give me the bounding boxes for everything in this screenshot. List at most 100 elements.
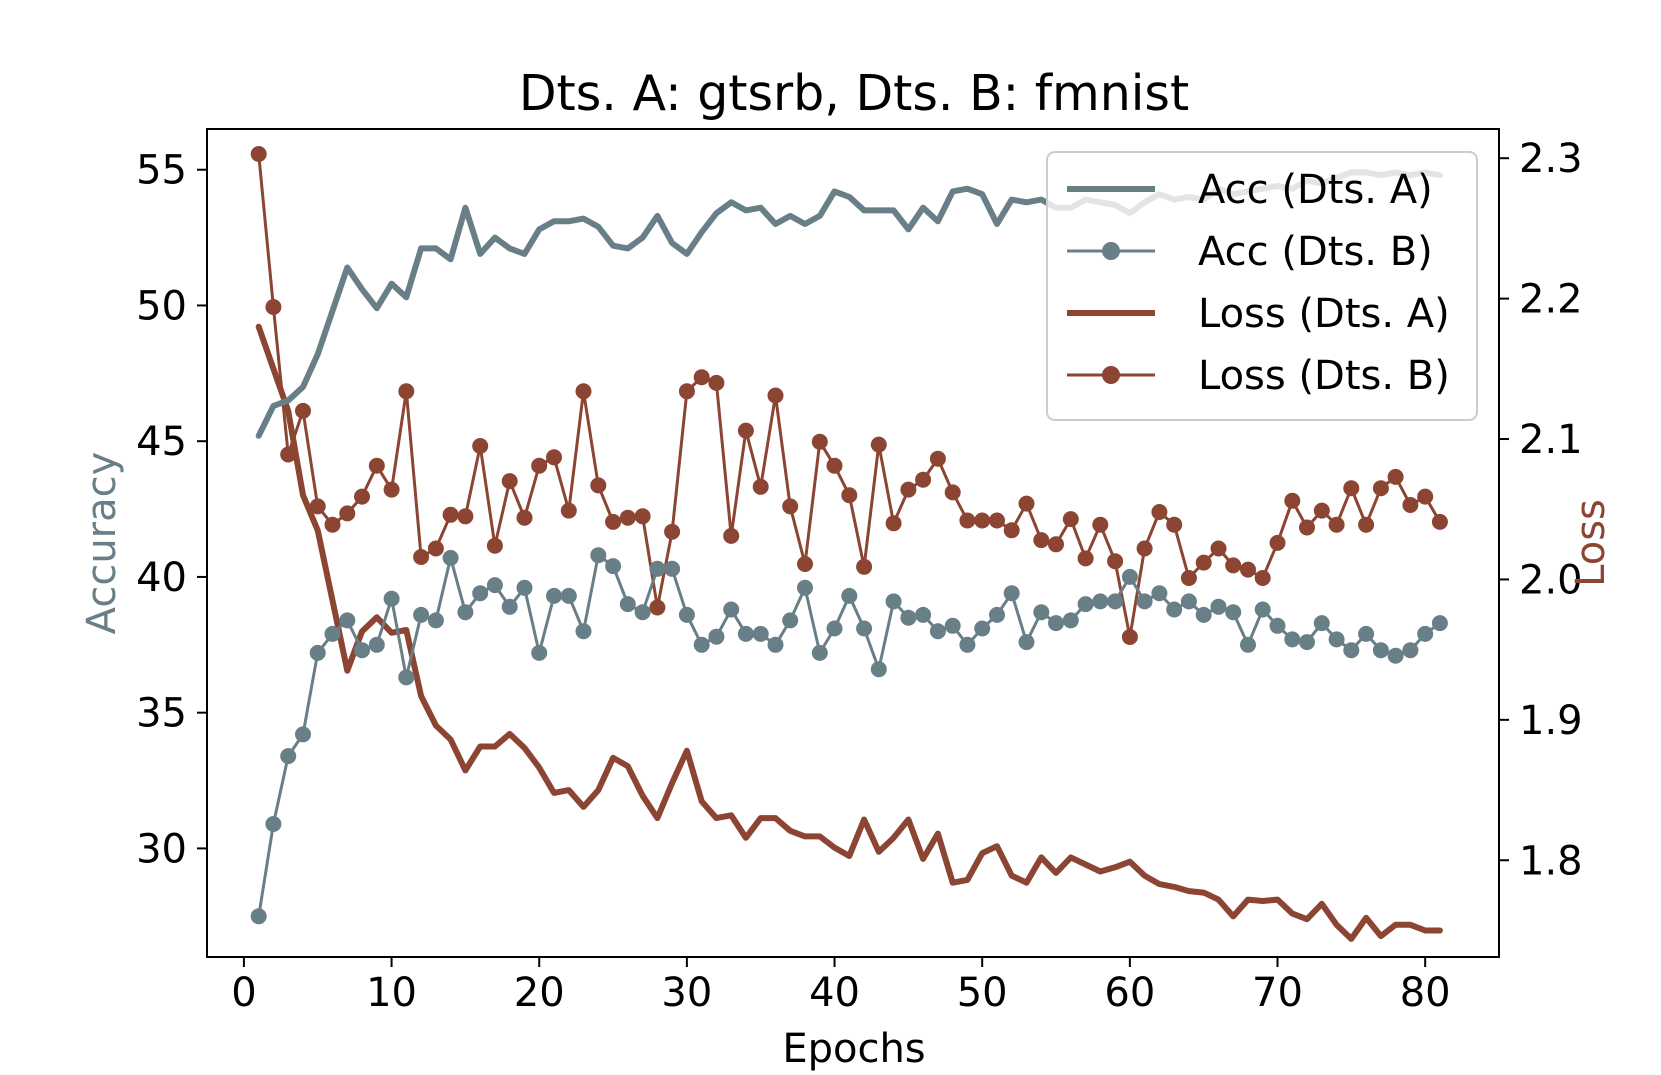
acc-dts-b-point [1092,593,1109,610]
acc-dts-b-point [472,585,489,602]
loss-dts-b-point [1018,495,1035,512]
y-right-tick-label: 2.2 [1519,277,1583,323]
loss-dts-b-point [516,509,533,526]
loss-dts-b-point [398,383,415,400]
loss-dts-b-point [826,457,843,474]
loss-dts-b-point [1210,540,1227,557]
y-left-tick-label: 40 [136,555,187,601]
loss-dts-b-point [1372,480,1389,497]
acc-dts-b-point [368,636,385,653]
y-left-tick-label: 30 [136,826,187,872]
acc-dts-b-point [427,612,444,629]
legend: Acc (Dts. A) Acc (Dts. B) Loss (Dts. A) Los… [1046,151,1478,421]
loss-dts-b-point [811,433,828,450]
acc-dts-b-point [1313,615,1330,632]
loss-dts-b-point [1121,629,1138,645]
loss-dts-b-point [974,512,991,529]
x-tick-label: 40 [809,970,860,1016]
acc-dts-b-point [250,908,267,925]
acc-dts-b-point [915,606,932,623]
loss-dts-b-point [1417,488,1434,505]
y-right-tick-label: 2.3 [1519,136,1583,182]
loss-dts-b-point [1166,516,1183,533]
acc-dts-b-point [1284,631,1301,648]
loss-dts-b-point [457,508,474,525]
loss-dts-b-point [619,509,636,526]
loss-dts-b-point [870,436,887,453]
loss-dts-b-point [383,481,400,498]
acc-dts-b-point [737,625,754,642]
acc-dts-b-point [442,549,459,566]
loss-dts-b-point [1180,570,1197,586]
loss-dts-b-point [354,488,370,505]
acc-dts-b-point [797,579,813,596]
x-axis-label: Epochs [782,1026,925,1072]
acc-dts-b-point [1195,606,1212,623]
loss-dts-a-line [255,323,1443,942]
acc-dts-b-point [1210,598,1227,615]
x-tick-label: 60 [1104,970,1155,1016]
acc-dts-b-point [1343,642,1360,659]
acc-dts-b-point [413,606,430,623]
loss-dts-b-point [1151,504,1168,520]
loss-dts-b-point [575,383,592,400]
acc-dts-b-point [811,644,828,661]
loss-dts-b-point [959,512,976,529]
acc-dts-b-point [826,620,843,637]
acc-dts-b-point [929,623,946,640]
acc-dts-b-point [959,636,976,653]
acc-dts-b-point [1033,604,1050,621]
acc-dts-b-point [944,617,961,634]
loss-dts-b-point [797,556,813,572]
acc-dts-b-point [1077,596,1094,613]
y-right-tick-label: 1.8 [1519,838,1583,884]
acc-dts-b-point [1166,601,1183,618]
loss-dts-b-point [634,508,651,525]
acc-dts-b-point [974,620,991,637]
acc-dts-b-point [856,620,873,637]
acc-dts-b-point [1417,625,1434,642]
acc-dts-b-point [1254,601,1271,618]
loss-dts-b-point [1107,553,1124,570]
loss-dts-b-point [546,449,562,466]
loss-dts-b-point [472,438,489,454]
acc-dts-b-point [354,642,370,659]
acc-dts-b-point [900,609,917,626]
acc-dts-b-point [1387,647,1404,664]
loss-dts-b-point [560,502,577,519]
loss-dts-b-point [1062,511,1079,528]
acc-dts-b-point [531,644,548,661]
loss-dts-b-point [989,512,1005,529]
loss-dts-b-point [427,540,444,557]
loss-dts-b-point [900,481,917,498]
loss-dts-b-point [1136,540,1153,557]
acc-dts-b-point [634,604,651,621]
x-tick-label: 0 [231,970,256,1016]
loss-dts-b-point [782,498,799,515]
acc-dts-b-point [841,587,858,604]
x-tick-label: 30 [661,970,712,1016]
loss-dts-b-point [1254,570,1271,586]
acc-dts-b-point [1003,585,1020,602]
acc-dts-b-point [280,748,297,765]
loss-dts-b-point [295,402,311,419]
loss-dts-b-point [767,387,784,404]
acc-dts-b-point [619,596,636,613]
loss-dts-b-point [1195,554,1212,571]
legend-marker-loss-dts-b [1102,366,1120,384]
acc-dts-b-point [708,628,725,645]
loss-dts-b-point [1387,468,1404,485]
acc-dts-b-point [309,644,326,661]
acc-dts-b-point [295,726,311,743]
legend-box [1046,151,1478,421]
loss-dts-b-point [1225,557,1242,574]
acc-dts-b-point [1136,593,1153,610]
legend-label-loss-dts-b: Loss (Dts. B) [1198,353,1450,399]
loss-dts-b-point [1284,492,1301,509]
acc-dts-b-point [870,661,887,678]
loss-dts-b-point [752,478,769,495]
acc-dts-b-point [693,636,710,653]
acc-dts-b-point [723,601,740,618]
loss-dts-b-point [413,549,430,565]
